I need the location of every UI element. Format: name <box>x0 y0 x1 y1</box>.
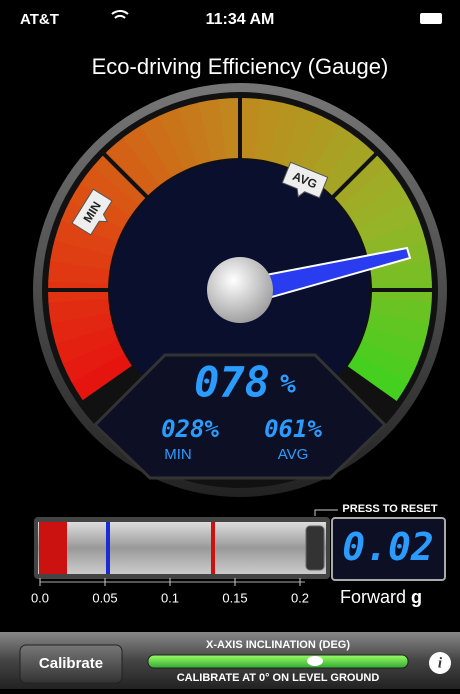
band-segment <box>50 239 113 270</box>
band-segment <box>370 260 432 285</box>
band-segment <box>347 353 409 401</box>
band-segment <box>355 340 418 384</box>
calibrate-button[interactable] <box>19 644 123 684</box>
axis-unit: g <box>411 587 422 607</box>
band-segment <box>71 352 132 401</box>
title: Eco-driving Efficiency (Gauge) <box>92 54 389 79</box>
axis-label-text: Forward <box>340 587 406 607</box>
min-marker: MIN <box>71 188 113 236</box>
band-segment <box>219 98 242 159</box>
band-segment <box>92 150 150 206</box>
band-segment <box>48 259 110 285</box>
band-segment <box>369 298 432 325</box>
clock: 11:34 AM <box>206 11 275 28</box>
slider-avg-line <box>106 522 110 574</box>
battery-icon <box>420 13 442 24</box>
reading: 0.02 <box>342 525 434 569</box>
avg-label: AVG <box>278 446 309 463</box>
slider-current <box>39 522 67 574</box>
band-divider <box>99 149 150 200</box>
slider-max-line <box>211 522 215 574</box>
wifi-icon <box>111 10 129 19</box>
band-segment <box>54 219 118 256</box>
slider-handle <box>305 525 325 571</box>
band-segment <box>349 183 411 230</box>
band-segment <box>361 326 425 365</box>
band-segment <box>48 297 111 324</box>
band-segment <box>107 137 161 195</box>
band-divider <box>330 149 381 200</box>
band-segment <box>282 108 323 171</box>
current-efficiency: 078 <box>194 358 270 407</box>
band-segment <box>254 99 283 162</box>
gauge-band <box>44 94 436 401</box>
scale-label: 0.0 <box>31 590 49 605</box>
band-segment <box>123 125 173 186</box>
band-segment <box>366 312 430 345</box>
band-segment <box>140 115 185 178</box>
band-segment <box>331 151 388 206</box>
band-segment <box>357 201 420 243</box>
band-segment <box>341 166 401 218</box>
inclination-bar <box>147 654 409 669</box>
band-segment <box>55 326 119 364</box>
needle-hub <box>207 257 273 323</box>
band-segment <box>320 137 374 196</box>
reset-bracket <box>314 509 338 516</box>
reset-hint[interactable]: PRESS TO RESET <box>342 503 437 515</box>
slider-track <box>38 522 326 574</box>
scale: 0.0 0.05 0.1 0.15 0.2 <box>31 578 309 605</box>
inclination-title: X-AXIS INCLINATION (DEG) <box>206 639 350 651</box>
scale-label: 0.2 <box>291 590 309 605</box>
current-unit: % <box>280 370 296 400</box>
band-segment <box>363 220 426 257</box>
min-label: MIN <box>164 446 192 463</box>
avg-marker: AVG <box>281 161 329 199</box>
scale-label: 0.05 <box>92 590 117 605</box>
band-segment <box>268 102 303 166</box>
digital-panel <box>92 353 388 480</box>
scale-label: 0.1 <box>161 590 179 605</box>
carrier: AT&T <box>20 11 59 28</box>
band-segment <box>62 339 125 383</box>
band-segment <box>178 102 213 166</box>
info-button[interactable] <box>429 652 451 674</box>
avg-efficiency: 061% <box>264 415 322 443</box>
inclination-bubble <box>307 656 323 666</box>
scale-label: 0.15 <box>222 590 247 605</box>
min-efficiency: 028% <box>161 415 219 443</box>
band-segment <box>371 281 432 304</box>
band-segment <box>295 115 341 178</box>
band-segment <box>308 125 358 186</box>
calibrate-label: Calibrate <box>39 655 103 672</box>
axis-label: Forward g <box>340 587 422 607</box>
band-segment <box>198 99 227 162</box>
band-segment <box>158 107 199 171</box>
band-segment <box>80 165 140 217</box>
calibrate-hint: CALIBRATE AT 0° ON LEVEL GROUND <box>177 672 380 684</box>
info-icon: i <box>438 655 443 671</box>
reading-box[interactable] <box>331 517 446 581</box>
